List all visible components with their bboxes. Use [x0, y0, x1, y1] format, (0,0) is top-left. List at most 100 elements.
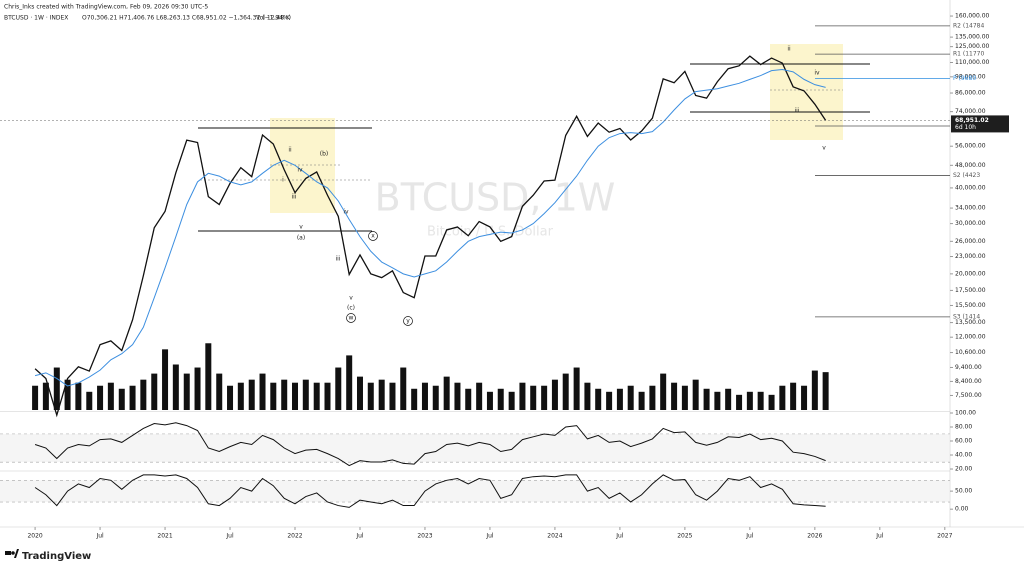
volume-bar: [194, 367, 201, 410]
volume-bar: [757, 391, 764, 410]
volume-bar: [389, 382, 396, 410]
band-fill: [0, 434, 950, 463]
volume-bar: [400, 367, 407, 410]
highlight-boxes: [270, 44, 843, 213]
volume-bar: [421, 382, 428, 410]
pivot-label: R1 (11770: [953, 51, 985, 58]
volume-bar: [519, 382, 526, 410]
x-tick-label: 2024: [547, 533, 562, 540]
series-line: [34, 68, 826, 387]
volume-bar: [32, 385, 39, 410]
x-tick-label: Jul: [875, 533, 884, 540]
wave-label: y: [406, 318, 410, 325]
wave-label: iii: [291, 194, 296, 201]
y-tick-label: 40,000.00: [955, 184, 986, 191]
volume-bar: [162, 349, 169, 410]
wave-label: iv: [297, 167, 303, 174]
y-tick-label: 10,600.00: [955, 349, 986, 356]
x-tick-label: Jul: [745, 533, 754, 540]
volume-bar: [725, 388, 732, 410]
y-tick-label: 17,500.00: [955, 287, 986, 294]
volume-bar: [118, 388, 125, 410]
wave-label: i: [282, 177, 284, 184]
wave-label: iii: [794, 108, 799, 115]
wave-label: v: [349, 295, 353, 302]
y-tick-label: 60.00: [955, 438, 972, 445]
volume-bar: [346, 355, 353, 410]
pivot-label: S3 (1414: [953, 313, 980, 320]
y-tick-label: 8,400.00: [955, 378, 982, 385]
wave-label: iii: [335, 256, 340, 263]
volume-bar: [97, 385, 104, 410]
symbol: BTCUSD · 1W · INDEX: [4, 15, 68, 22]
x-tick-label: Jul: [355, 533, 364, 540]
y-tick-label: 100.00: [955, 410, 976, 417]
y-tick-label: 50.00: [955, 488, 972, 495]
pivot-label: P (9680: [953, 75, 976, 82]
brand: TradingView: [22, 551, 91, 562]
series-line: [34, 422, 826, 467]
volume-bar: [378, 379, 385, 410]
volume-bar: [107, 382, 114, 410]
highlight-box: [770, 44, 843, 140]
volume-bar: [270, 382, 277, 410]
wave-label: iv: [343, 209, 349, 216]
volume-bar: [746, 391, 753, 410]
volume-bar: [649, 385, 656, 410]
logo-mark: [11, 551, 15, 555]
y-tick-label: 7,500.00: [955, 392, 982, 399]
volume-bar: [768, 394, 775, 410]
volume-bar: [367, 382, 374, 410]
volume-bar: [476, 382, 483, 410]
volume-bar: [638, 391, 645, 410]
y-tick-label: 110,000.00: [955, 59, 990, 66]
wave-circle: [346, 313, 356, 323]
y-tick-label: 12,000.00: [955, 334, 986, 341]
volume-bar: [790, 382, 797, 410]
volume-bar: [140, 379, 147, 410]
volume-bar: [324, 382, 331, 410]
y-tick-label: 135,000.00: [955, 34, 990, 41]
volume-bar: [584, 382, 591, 410]
volume-bar: [497, 388, 504, 410]
volume-bar: [64, 379, 71, 410]
y-tick-label: 26,000.00: [955, 238, 986, 245]
x-tick-label: 2026: [807, 533, 822, 540]
volume-bar: [681, 385, 688, 410]
y-tick-label: 9,400.00: [955, 364, 982, 371]
x-tick-label: Jul: [615, 533, 624, 540]
series-line: [34, 474, 826, 508]
y-tick-label: 34,000.00: [955, 205, 986, 212]
volume-bar: [606, 391, 613, 410]
volume-bar: [541, 385, 548, 410]
volume-bar: [292, 382, 299, 410]
wave-label: v: [299, 224, 303, 231]
x-tick-label: 2020: [27, 533, 42, 540]
highlight-box: [270, 118, 335, 213]
volume-bar: [227, 385, 234, 410]
volume-bar: [822, 372, 829, 410]
credit: Chris_Inks created with TradingView.com,…: [4, 4, 208, 11]
volume-bar: [183, 373, 190, 410]
volume-bar: [443, 376, 450, 410]
volume-bar: [335, 367, 342, 410]
volume-bar: [281, 379, 288, 410]
trend-lines: [198, 63, 870, 232]
volume-bar: [660, 373, 667, 410]
volume-bar: [237, 382, 244, 410]
volume-bar: [811, 370, 818, 410]
y-tick-label: 40.00: [955, 452, 972, 459]
volume-bar: [562, 373, 569, 410]
volume-bar: [151, 373, 158, 410]
volume-bar: [551, 379, 558, 410]
band-fill: [0, 480, 950, 502]
volume-bar: [216, 373, 223, 410]
y-tick-label: 56,000.00: [955, 143, 986, 150]
series-line: [34, 55, 827, 418]
volume-bar: [454, 382, 461, 410]
volume-bar: [411, 388, 418, 410]
y-tick-label: 80.00: [955, 424, 972, 431]
x-tick-label: Jul: [485, 533, 494, 540]
y-tick-label: 98,000.00: [955, 73, 986, 80]
volume-bar: [779, 385, 786, 410]
